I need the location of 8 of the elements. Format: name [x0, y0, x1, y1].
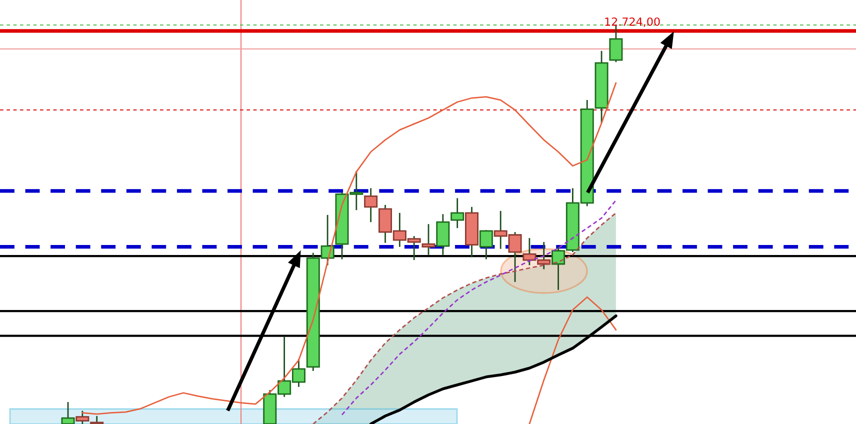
candlestick [76, 410, 90, 424]
annotation: 12.724,00 [605, 17, 660, 27]
candlestick [436, 213, 450, 256]
candlestick [61, 401, 75, 424]
candlestick [422, 223, 436, 256]
candlestick [479, 229, 493, 260]
candlestick [450, 197, 464, 229]
candlestick [364, 187, 378, 223]
